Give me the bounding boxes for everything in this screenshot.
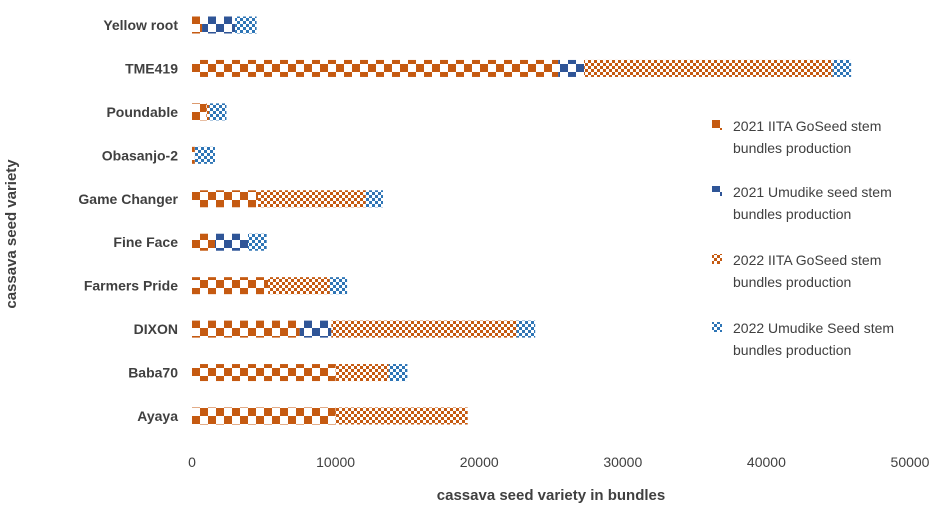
bar-segment xyxy=(192,146,195,164)
category-label: Game Changer xyxy=(78,191,178,207)
bar-segment xyxy=(558,59,585,77)
x-tick-label: 50000 xyxy=(891,454,930,470)
bar-segment xyxy=(268,277,330,295)
bar-segment xyxy=(331,320,517,338)
bar-segment xyxy=(192,407,336,425)
bar-segment xyxy=(192,277,269,295)
bar-segment xyxy=(192,59,559,77)
bar-segment xyxy=(214,233,249,251)
legend-swatch xyxy=(712,322,722,332)
bar-segment xyxy=(335,407,468,425)
category-label: Baba70 xyxy=(128,365,178,381)
bar-segment xyxy=(194,146,215,164)
x-tick-label: 0 xyxy=(188,454,196,470)
legend-label: 2021 Umudike seed stem bundles production xyxy=(733,184,892,222)
category-label: Farmers Pride xyxy=(84,278,178,294)
bar-segment xyxy=(209,103,227,121)
bar-segment xyxy=(258,190,366,208)
bar-segment xyxy=(335,364,389,382)
category-label: DIXON xyxy=(134,321,178,337)
legend-swatch xyxy=(712,186,722,196)
bar-segment xyxy=(365,190,383,208)
legend-label: 2022 Umudike Seed stem bundles production xyxy=(733,320,894,358)
x-tick-label: 20000 xyxy=(460,454,499,470)
category-label: TME419 xyxy=(125,60,178,76)
bar-segment xyxy=(192,233,215,251)
legend-swatch xyxy=(712,120,722,130)
bar-segment xyxy=(192,320,300,338)
category-labels: Ayaya Baba70 DIXON Farmers Pride Fine Face Ga… xyxy=(78,17,178,424)
x-tick-label: 40000 xyxy=(747,454,786,470)
y-axis-title: cassava seed variety xyxy=(3,159,20,309)
category-label: Fine Face xyxy=(113,234,178,250)
x-tick-label: 10000 xyxy=(316,454,355,470)
bar-segment xyxy=(202,16,236,34)
bars-layer xyxy=(192,16,852,425)
bar-segment xyxy=(206,103,210,121)
x-axis-title: cassava seed variety in bundles xyxy=(437,487,665,504)
category-label: Yellow root xyxy=(103,17,178,33)
bar-segment xyxy=(584,59,833,77)
bar-segment xyxy=(329,277,348,295)
bar-segment xyxy=(192,16,203,34)
bar-segment xyxy=(248,233,267,251)
category-label: Poundable xyxy=(106,104,178,120)
legend-label: 2021 IITA GoSeed stem bundles production xyxy=(733,118,881,156)
legend: 2021 IITA GoSeed stem bundles production 2… xyxy=(712,118,894,358)
bar-segment xyxy=(192,364,336,382)
category-label: Obasanjo-2 xyxy=(102,147,178,163)
bar-segment xyxy=(832,59,852,77)
legend-label: 2022 IITA GoSeed stem bundles production xyxy=(733,252,881,290)
category-label: Ayaya xyxy=(137,408,178,424)
legend-swatch xyxy=(712,254,722,264)
bar-segment xyxy=(235,16,257,34)
x-tick-label: 30000 xyxy=(603,454,642,470)
bar-segment xyxy=(388,364,408,382)
bar-segment xyxy=(192,103,207,121)
bar-segment xyxy=(516,320,536,338)
x-tick-labels: 0 10000 20000 30000 40000 50000 xyxy=(188,454,930,470)
bar-segment xyxy=(299,320,332,338)
bar-segment xyxy=(192,190,259,208)
